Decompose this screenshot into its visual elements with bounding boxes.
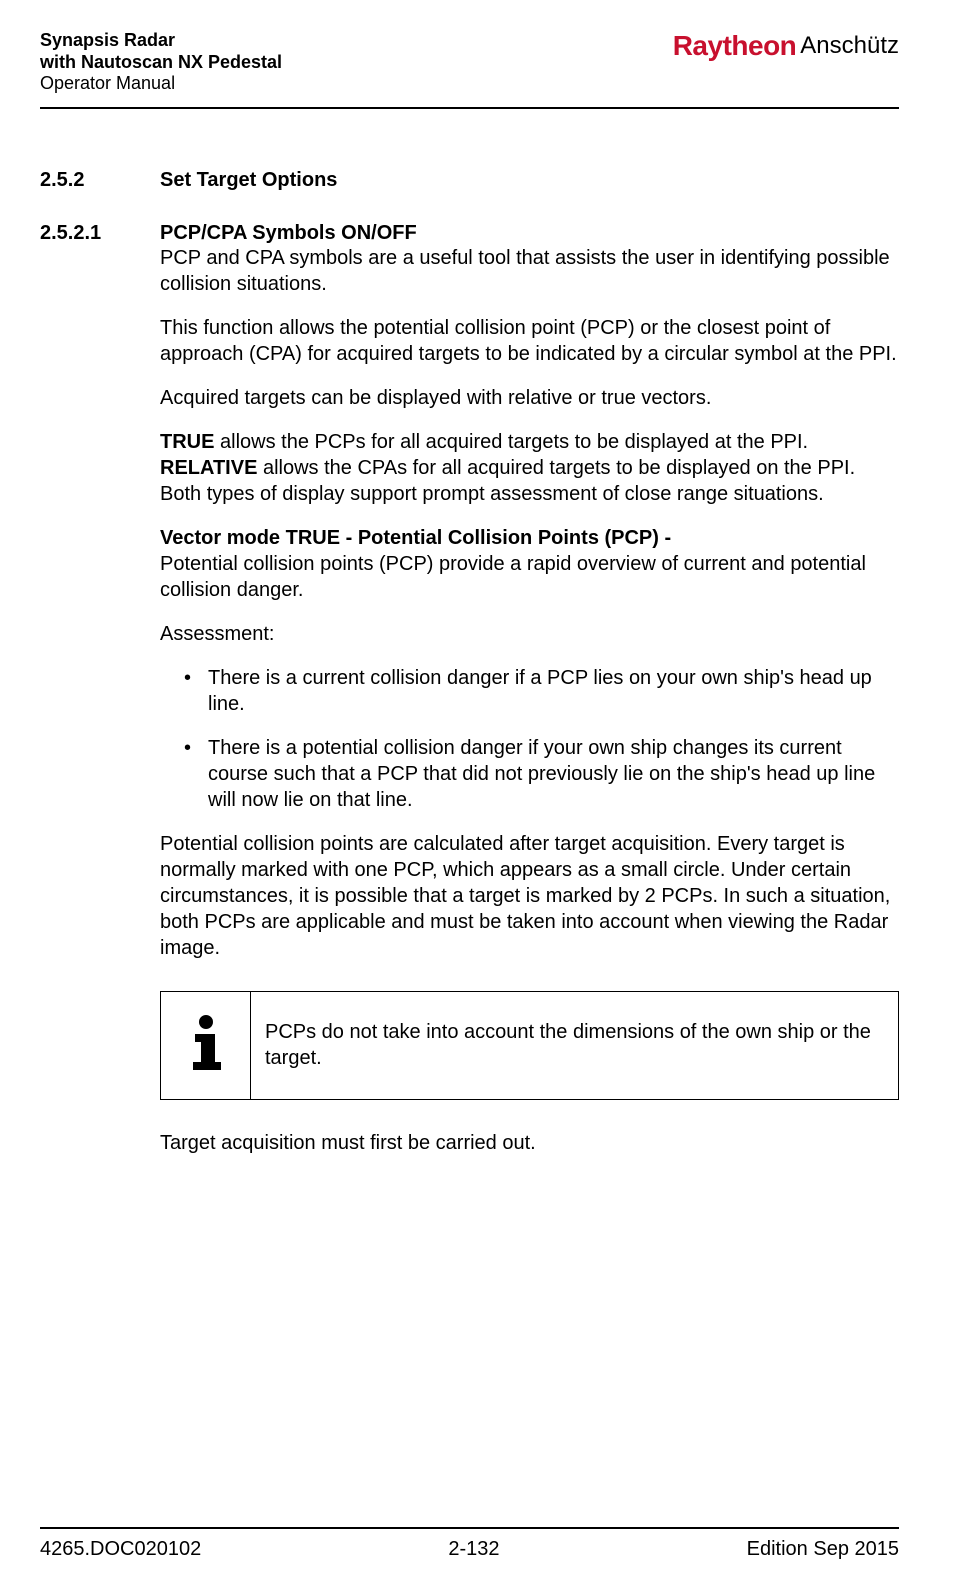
list-item: There is a potential collision danger if… (160, 735, 899, 813)
page-footer: 4265.DOC020102 2-132 Edition Sep 2015 (40, 1538, 899, 1561)
para-4-end: Both types of display support prompt ass… (160, 483, 824, 505)
footer-rule-wrap (40, 1527, 899, 1529)
relative-label: RELATIVE (160, 457, 257, 479)
header-logo: Raytheon Anschütz (673, 30, 899, 62)
para-2: This function allows the potential colli… (160, 315, 899, 367)
subsection-title: PCP/CPA Symbols ON/OFF (160, 222, 417, 245)
section-heading: 2.5.2 Set Target Options (40, 169, 899, 192)
para-5: Vector mode TRUE - Potential Collision P… (160, 525, 899, 603)
assessment-list: There is a current collision danger if a… (160, 665, 899, 813)
true-text: allows the PCPs for all acquired targets… (214, 431, 808, 453)
body-content: PCP and CPA symbols are a useful tool th… (160, 245, 899, 1156)
footer-page-number: 2-132 (448, 1538, 499, 1561)
info-icon (181, 1012, 231, 1079)
header-left: Synapsis Radar with Nautoscan NX Pedesta… (40, 30, 282, 95)
para-8: Target acquisition must first be carried… (160, 1130, 899, 1156)
doc-title-line1: Synapsis Radar (40, 30, 282, 52)
para-4: TRUE allows the PCPs for all acquired ta… (160, 429, 899, 507)
doc-title-line2: with Nautoscan NX Pedestal (40, 52, 282, 74)
info-note-table: PCPs do not take into account the dimens… (160, 991, 899, 1100)
para-3: Acquired targets can be displayed with r… (160, 385, 899, 411)
raytheon-logo: Raytheon (673, 30, 797, 62)
info-icon-cell (161, 991, 251, 1099)
relative-text: allows the CPAs for all acquired targets… (257, 457, 855, 479)
header-rule (40, 107, 899, 109)
para-7: Potential collision points are calculate… (160, 831, 899, 961)
section-title: Set Target Options (160, 169, 337, 192)
anschutz-logo: Anschütz (800, 32, 899, 60)
para-1: PCP and CPA symbols are a useful tool th… (160, 245, 899, 297)
footer-edition: Edition Sep 2015 (747, 1538, 899, 1561)
list-item: There is a current collision danger if a… (160, 665, 899, 717)
vector-mode-text: Potential collision points (PCP) provide… (160, 553, 866, 601)
doc-subtitle: Operator Manual (40, 73, 282, 95)
footer-rule (40, 1527, 899, 1529)
para-6: Assessment: (160, 621, 899, 647)
vector-mode-heading: Vector mode TRUE - Potential Collision P… (160, 527, 671, 549)
section-number: 2.5.2 (40, 169, 160, 192)
subsection-heading: 2.5.2.1 PCP/CPA Symbols ON/OFF (40, 222, 899, 245)
info-note-text: PCPs do not take into account the dimens… (251, 991, 899, 1099)
subsection-number: 2.5.2.1 (40, 222, 160, 245)
true-label: TRUE (160, 431, 214, 453)
page-header: Synapsis Radar with Nautoscan NX Pedesta… (40, 30, 899, 95)
footer-doc-id: 4265.DOC020102 (40, 1538, 201, 1561)
